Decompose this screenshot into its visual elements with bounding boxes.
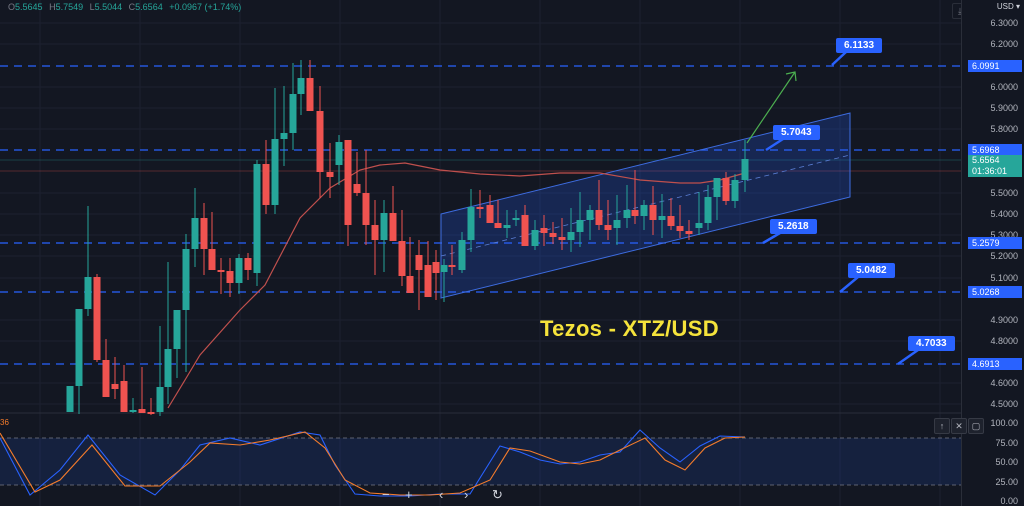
scroll-left-button[interactable]: ‹ [439,487,444,502]
price-tick: 5.1000 [990,273,1018,283]
high-value: 5.7549 [55,2,84,12]
price-callout[interactable]: 5.0482 [848,263,895,278]
zoom-out-button[interactable]: − [382,487,390,502]
target-arrow [746,71,797,144]
level-price-label: 6.0991 [968,60,1022,72]
callout-pointers [762,51,919,366]
currency-selector[interactable]: USD ▾ [996,2,1020,11]
maximize-icon[interactable]: ▢ [968,418,984,434]
reset-chart-button[interactable]: ↻ [492,487,503,502]
price-tick: 4.5000 [990,399,1018,409]
price-callout[interactable]: 5.7043 [773,125,820,140]
current-price-value: 5.6564 [972,155,1000,165]
price-tick: 5.8000 [990,124,1018,134]
horizontal-level-lines [0,65,962,365]
candlestick-series [66,60,749,416]
price-callout[interactable]: 5.2618 [770,219,817,234]
level-price-label: 4.6913 [968,358,1022,370]
price-tick: 5.9000 [990,103,1018,113]
current-price-label: 5.6564 01:36:01 [968,155,1022,177]
price-tick: 4.9000 [990,315,1018,325]
stochastic-oscillator [0,429,962,497]
oscillator-tick: 75.00 [995,438,1018,448]
low-key: L [89,2,95,12]
close-icon[interactable]: ✕ [951,418,967,434]
price-callout[interactable]: 4.7033 [908,336,955,351]
level-price-label: 5.2579 [968,237,1022,249]
price-tick: 5.5000 [990,188,1018,198]
level-price-label: 5.0268 [968,286,1022,298]
price-tick: 5.3000 [990,230,1018,240]
price-tick: 6.2000 [990,39,1018,49]
scroll-right-button[interactable]: › [464,487,469,502]
price-tick: 4.6000 [990,378,1018,388]
price-callout[interactable]: 6.1133 [836,38,883,53]
bar-countdown: 01:36:01 [972,166,1008,176]
price-tick: 5.4000 [990,209,1018,219]
price-axis[interactable]: USD ▾ 6.3000 6.2000 6.0000 5.9000 5.8000 5.50… [961,0,1024,506]
close-key: C [128,2,136,12]
low-value: 5.5044 [94,2,123,12]
price-tick: 4.8000 [990,336,1018,346]
open-key: O [8,2,16,12]
ohlc-legend: O5.5645 H5.7549 L5.5044 C5.6564 +0.0967 … [8,2,245,12]
zoom-in-button[interactable]: + [405,487,413,502]
price-tick: 5.2000 [990,251,1018,261]
oscillator-tick: 100.00 [990,418,1018,428]
close-value: 5.6564 [135,2,163,12]
chart-title: Tezos - XTZ/USD [540,316,719,341]
level-price-label: 5.6968 [968,144,1022,156]
open-value: 5.5645 [15,2,43,12]
high-key: H [49,2,56,12]
oscillator-value: 36 [0,418,9,427]
oscillator-tick: 25.00 [995,477,1018,487]
price-tick: 6.3000 [990,18,1018,28]
moving-average-line [167,162,746,409]
oscillator-tick: 50.00 [995,457,1018,467]
price-tick: 6.0000 [990,82,1018,92]
oscillator-tick: 0.00 [1000,496,1018,506]
move-up-icon[interactable]: ↑ [934,418,950,434]
change-value: +0.0967 (+1.74%) [169,2,242,12]
